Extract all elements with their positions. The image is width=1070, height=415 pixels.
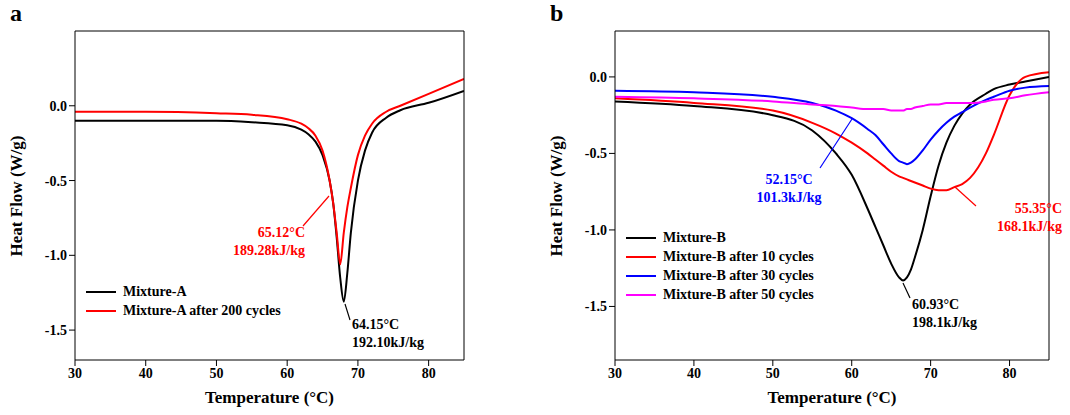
svg-text:30: 30 xyxy=(68,366,82,381)
html-text:Mixture-A after 200 cycles: Mixture-A after 200 cycles xyxy=(123,302,281,318)
html-text:Mixture-B: Mixture-B xyxy=(663,229,726,245)
html-text:52.15°C: 52.15°C xyxy=(765,172,813,187)
svg-text:30: 30 xyxy=(608,366,622,381)
html-text:65.12°C: 65.12°C xyxy=(257,225,305,240)
html-text:Mixture-B after 10 cycles: Mixture-B after 10 cycles xyxy=(663,248,814,264)
html-text:168.1kJ/kg: 168.1kJ/kg xyxy=(997,219,1062,234)
svg-text:60: 60 xyxy=(845,366,859,381)
svg-text:-0.5: -0.5 xyxy=(45,174,67,189)
svg-text:-1.5: -1.5 xyxy=(585,299,607,314)
html-text:101.3kJ/kg: 101.3kJ/kg xyxy=(756,190,822,205)
html-text:Heat Flow (W/g): Heat Flow (W/g) xyxy=(7,135,26,256)
svg-text:60: 60 xyxy=(280,366,294,381)
html-text:Mixture-A: Mixture-A xyxy=(123,283,187,299)
html-text:189.28kJ/kg: 189.28kJ/kg xyxy=(233,243,305,258)
html-text:55.35°C: 55.35°C xyxy=(1014,201,1062,216)
html-text:198.1kJ/kg: 198.1kJ/kg xyxy=(912,315,977,330)
svg-text:40: 40 xyxy=(687,366,701,381)
html-text:Mixture-B after 50 cycles: Mixture-B after 50 cycles xyxy=(663,286,814,302)
svg-text:-1.0: -1.0 xyxy=(45,248,67,263)
html-text:a: a xyxy=(10,0,22,26)
svg-text:70: 70 xyxy=(351,366,365,381)
svg-text:-1.5: -1.5 xyxy=(45,323,67,338)
html-text:60.93°C: 60.93°C xyxy=(912,297,960,312)
html-text:64.15°C: 64.15°C xyxy=(352,317,400,332)
svg-text:Temperature (°C): Temperature (°C) xyxy=(205,388,334,407)
html-text:Heat Flow (W/g): Heat Flow (W/g) xyxy=(547,135,566,256)
svg-text:-1.0: -1.0 xyxy=(585,223,607,238)
html-text:b: b xyxy=(550,0,564,26)
svg-text:-0.5: -0.5 xyxy=(585,146,607,161)
svg-text:Temperature (°C): Temperature (°C) xyxy=(767,388,896,407)
svg-text:80: 80 xyxy=(422,366,436,381)
svg-text:80: 80 xyxy=(1003,366,1017,381)
svg-text:0.0: 0.0 xyxy=(50,99,68,114)
html-text:192.10kJ/kg: 192.10kJ/kg xyxy=(352,335,424,350)
svg-text:40: 40 xyxy=(139,366,153,381)
svg-text:50: 50 xyxy=(209,366,223,381)
svg-text:50: 50 xyxy=(766,366,780,381)
svg-text:0.0: 0.0 xyxy=(590,70,608,85)
svg-text:70: 70 xyxy=(924,366,938,381)
html-text:Mixture-B after 30 cycles: Mixture-B after 30 cycles xyxy=(663,267,814,283)
